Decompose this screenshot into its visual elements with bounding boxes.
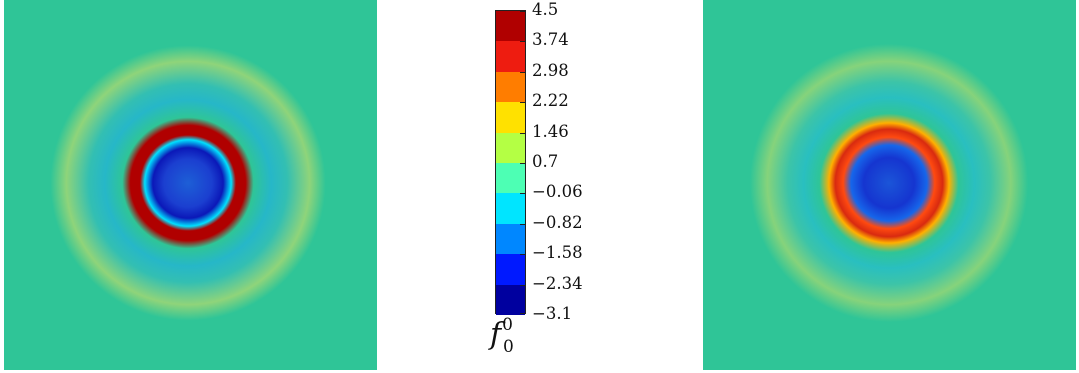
left-field-plot bbox=[4, 0, 377, 370]
colorbar-tick bbox=[520, 223, 525, 225]
colorbar-segment bbox=[496, 254, 525, 286]
colorbar-title: f00 bbox=[490, 315, 514, 357]
colorbar bbox=[495, 10, 526, 316]
colorbar-tick bbox=[520, 284, 525, 286]
colorbar-tick bbox=[520, 41, 525, 43]
colorbar-tick bbox=[520, 132, 525, 134]
colorbar-tick-label: −3.1 bbox=[532, 304, 573, 323]
colorbar-tick-label: −0.06 bbox=[532, 182, 583, 202]
colorbar-segment bbox=[496, 223, 525, 255]
colorbar-tick-label: 1.46 bbox=[532, 121, 569, 141]
colorbar-segment bbox=[496, 11, 525, 42]
colorbar-tick-label: 2.22 bbox=[532, 91, 569, 111]
colorbar-tick bbox=[520, 254, 525, 256]
colorbar-segment bbox=[496, 71, 525, 103]
right-field-plot bbox=[703, 0, 1076, 370]
colorbar-tick bbox=[520, 71, 525, 73]
colorbar-segment bbox=[496, 102, 525, 134]
colorbar-tick-label: −0.82 bbox=[532, 212, 583, 232]
colorbar-segment bbox=[496, 132, 525, 164]
colorbar-tick bbox=[520, 163, 525, 164]
colorbar-segment bbox=[496, 193, 525, 225]
colorbar-tick bbox=[520, 193, 525, 195]
colorbar-segment bbox=[496, 41, 525, 73]
colorbar-tick-label: 0.7 bbox=[532, 152, 559, 171]
colorbar-segment bbox=[496, 284, 525, 316]
colorbar-tick-label: 4.5 bbox=[532, 0, 559, 19]
right-field-image bbox=[703, 0, 1076, 370]
left-field-image bbox=[4, 0, 377, 370]
colorbar-tick-label: 3.74 bbox=[532, 30, 569, 50]
colorbar-tick-label: 2.98 bbox=[532, 60, 569, 80]
colorbar-tick bbox=[520, 313, 525, 314]
colorbar-tick bbox=[520, 102, 525, 104]
colorbar-tick bbox=[520, 11, 525, 12]
colorbar-tick-label: −2.34 bbox=[532, 273, 583, 293]
colorbar-tick-label: −1.58 bbox=[532, 243, 583, 263]
colorbar-segment bbox=[496, 163, 525, 194]
